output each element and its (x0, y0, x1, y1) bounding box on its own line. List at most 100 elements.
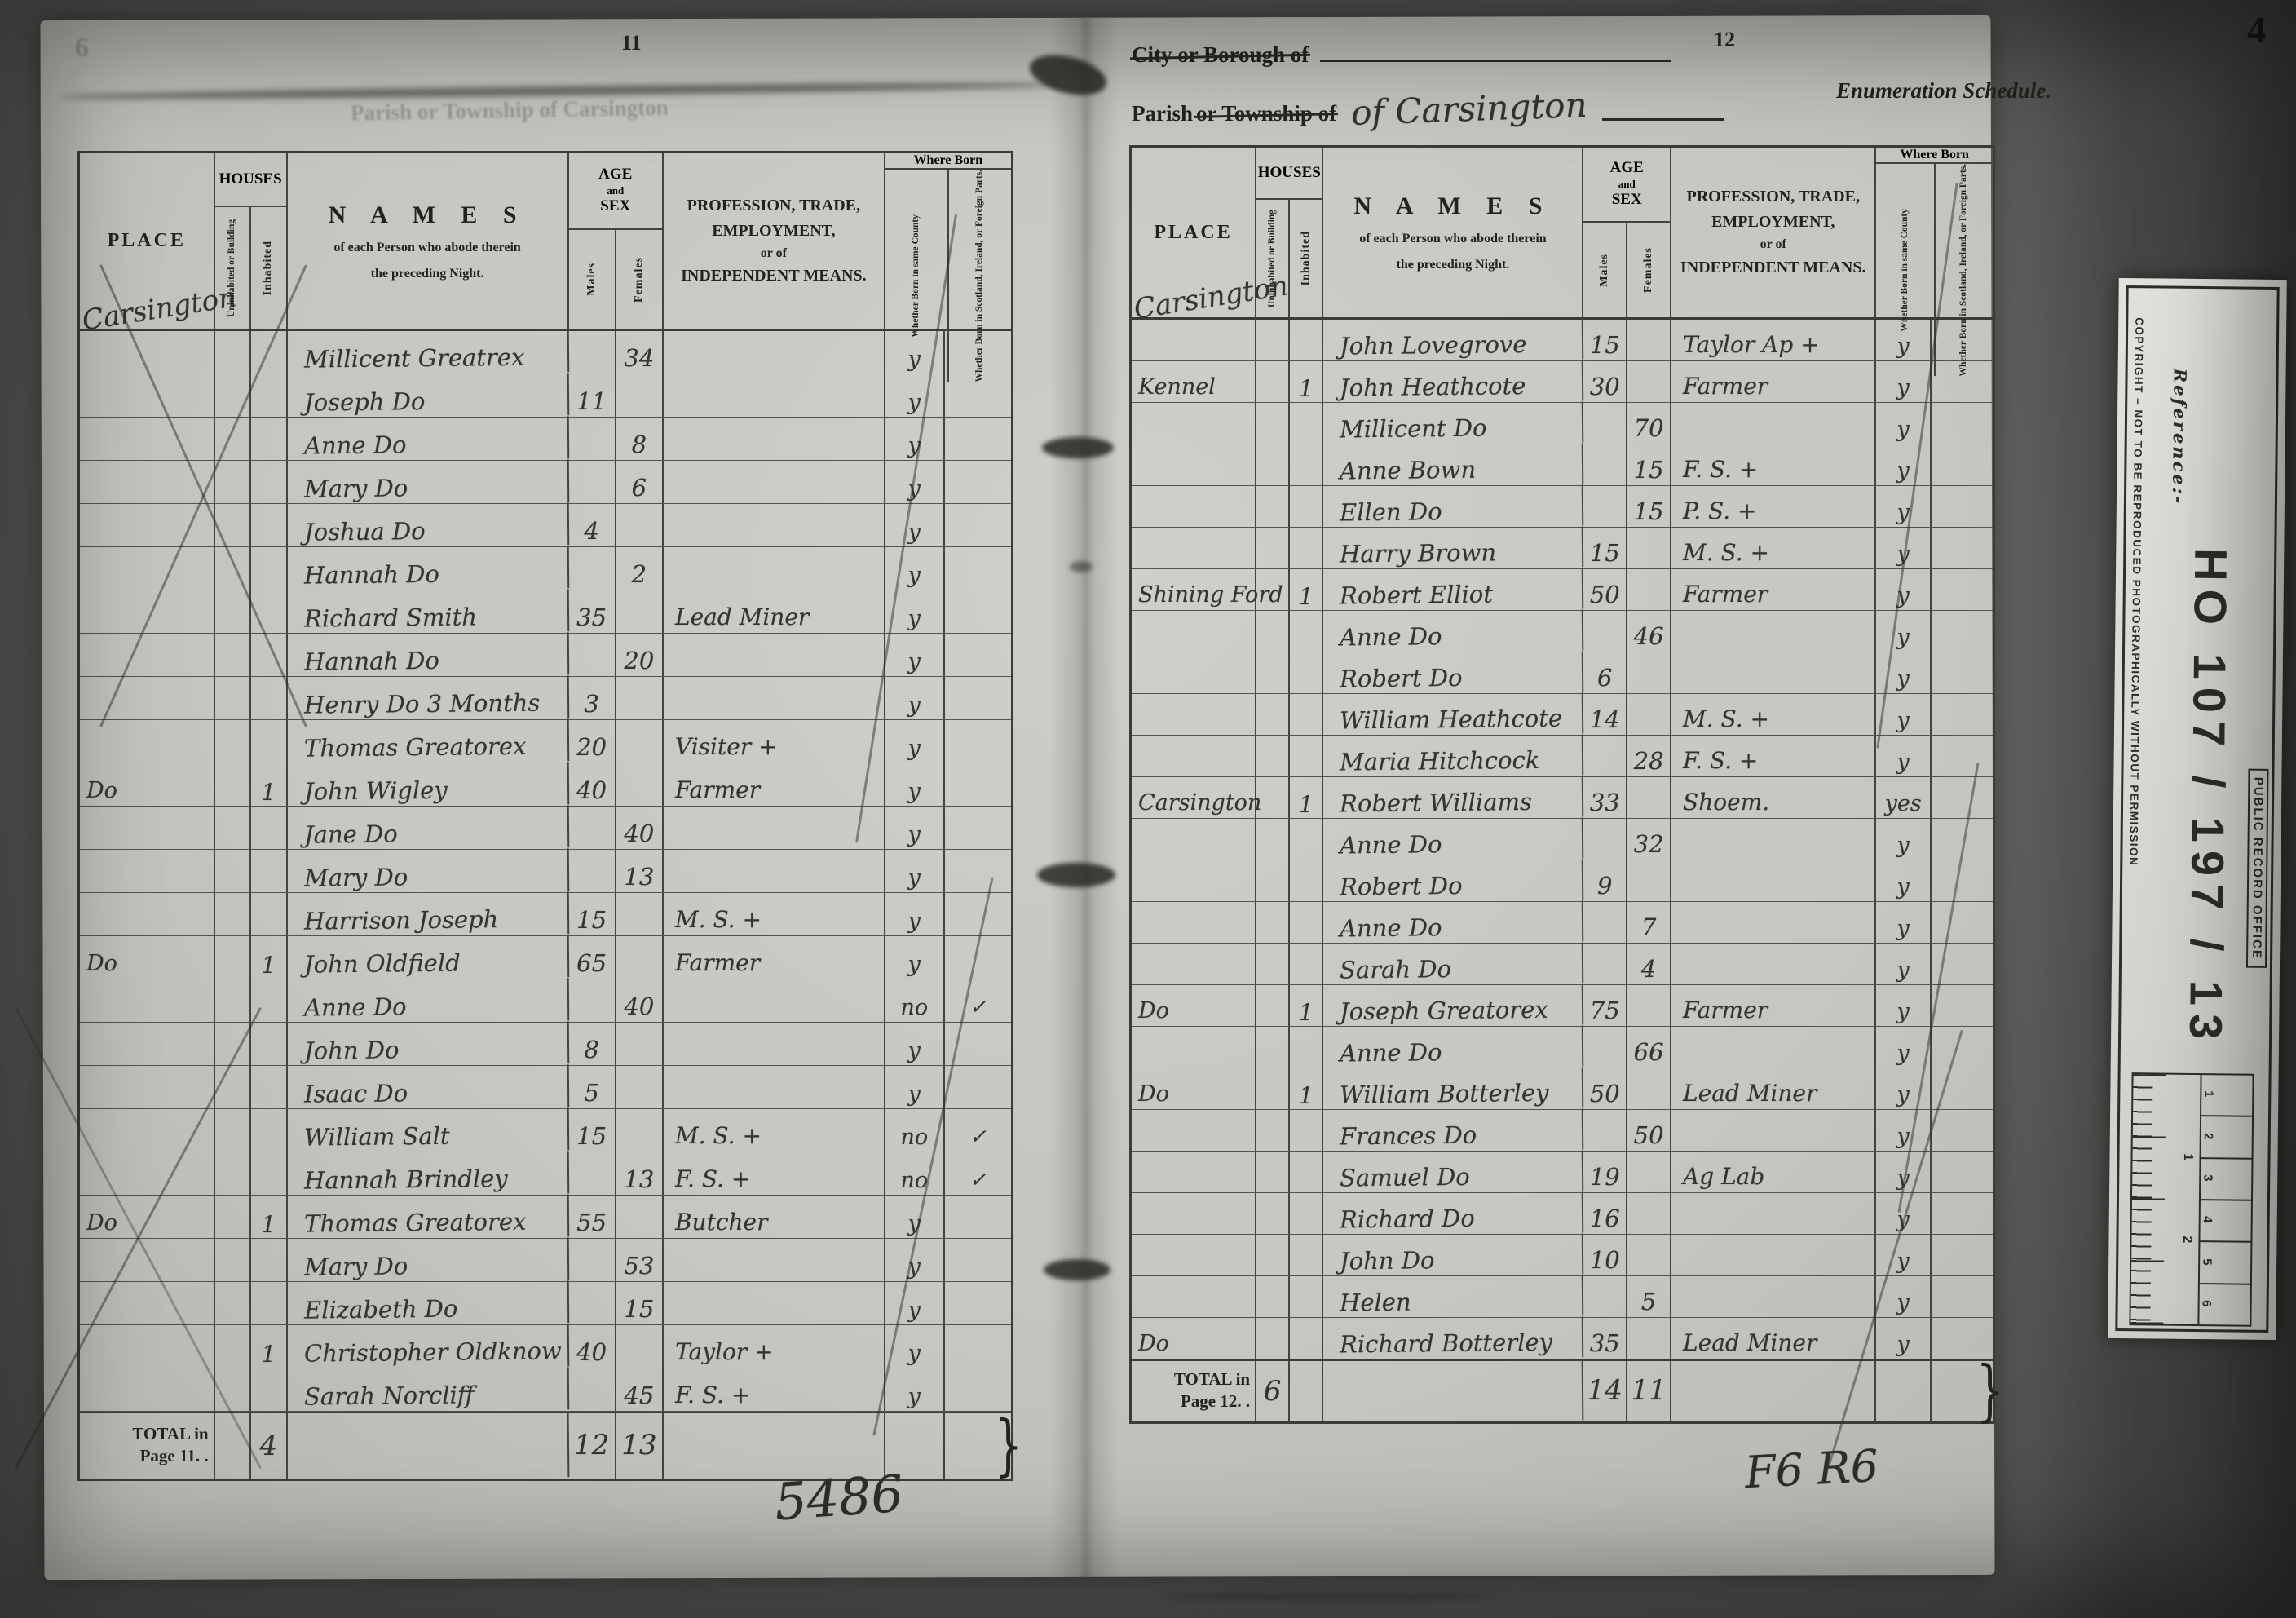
cell-m: 15 (1583, 528, 1628, 568)
cell-u (215, 634, 252, 676)
houses-label: HOUSES (1256, 148, 1322, 200)
cell-place (80, 547, 215, 590)
cell-m: 8 (569, 1023, 616, 1065)
total-females: 13 (616, 1413, 664, 1479)
prof-line4: INDEPENDENT MEANS. (681, 267, 867, 285)
cell-f (1627, 652, 1672, 693)
cell-place (1132, 1152, 1257, 1192)
cell-f (616, 763, 664, 806)
corner-mark: 6 (75, 33, 89, 63)
cell-u (1256, 1193, 1291, 1234)
cell-m (1583, 736, 1628, 776)
cell-m: 50 (1583, 569, 1628, 610)
names-title: N A M E S (328, 201, 527, 228)
cell-f: 45 (616, 1368, 664, 1411)
table-row: William Salt 15 M. S. + no ✓ (80, 1107, 1011, 1153)
cell-b1: y (1876, 569, 1932, 610)
cell-f (1627, 777, 1672, 818)
cell-prof: F. S. + (664, 1368, 885, 1411)
cell-b2: ✓ (969, 995, 987, 1019)
cell-name: Helen (1323, 1275, 1584, 1319)
cell-f (1627, 569, 1672, 610)
names-sub2: the preceding Night. (370, 266, 484, 281)
cell-prof (1671, 403, 1877, 444)
table-row: Do 1 William Botterley 50 Lead Miner y (1132, 1067, 1993, 1111)
cell-f (1627, 1318, 1672, 1359)
cell-prof: F. S. + (1671, 736, 1877, 776)
cell-u (1256, 486, 1291, 527)
cell-name: Hannah Do (287, 632, 569, 678)
cell-b1: y (885, 893, 945, 935)
cell-place (1132, 1027, 1257, 1068)
cell-i (1290, 1193, 1324, 1234)
cell-prof: F. S. + (664, 1152, 885, 1195)
cell-m (1583, 1110, 1628, 1151)
city-borough-label: City or Borough of (1132, 42, 1309, 67)
table-row: John Lovegrove 15 Taylor Ap + y (1132, 318, 1993, 362)
table-row: Frances Do 50 y (1132, 1108, 1993, 1152)
table-row: Ellen Do 15 P. S. + y (1132, 484, 1993, 528)
cell-b2 (1932, 528, 1993, 568)
table-row: Isaac Do 5 y (80, 1064, 1011, 1110)
females-label: Females (1642, 247, 1655, 293)
cell-b1: y (1876, 1027, 1932, 1068)
cell-prof: Lead Miner (1671, 1318, 1877, 1359)
cell-b1: y (1876, 694, 1932, 735)
ruler-label: 1 (2201, 1075, 2253, 1118)
cell-prof: Farmer (1671, 985, 1877, 1026)
cell-f (616, 1066, 664, 1108)
cell-place (80, 1109, 215, 1152)
cell-place (80, 807, 215, 849)
cell-m: 16 (1583, 1193, 1628, 1234)
total-males: 14 (1583, 1361, 1628, 1421)
cell-place (1132, 736, 1257, 776)
cell-name: Harrison Joseph (287, 891, 569, 937)
cell-u (215, 1066, 252, 1108)
place-label: PLACE (107, 230, 186, 251)
cell-u (1256, 1110, 1291, 1151)
cell-place (1132, 444, 1257, 485)
table-row: Mary Do 6 y (80, 459, 1011, 505)
cell-name: Anne Do (1323, 609, 1584, 653)
table-row: Millicent Do 70 y (1132, 401, 1993, 445)
cell-m: 11 (569, 374, 616, 417)
cell-b2 (945, 331, 1011, 374)
cell-i (251, 807, 288, 849)
cell-name: Sarah Do (1323, 942, 1584, 986)
cell-prof: Farmer (664, 763, 885, 806)
cell-b2 (945, 461, 1011, 503)
cell-u (215, 850, 252, 892)
cell-i (1290, 320, 1324, 360)
cell-u (215, 677, 252, 719)
cell-name: Anne Do (287, 978, 569, 1023)
cell-b1: y (885, 677, 945, 719)
cell-b2 (1932, 860, 1993, 901)
cell-prof (1671, 1193, 1877, 1234)
cell-i: 1 (1290, 985, 1324, 1026)
cell-place (80, 720, 215, 763)
table-row: Robert Do 6 y (1132, 651, 1993, 695)
cell-name: Thomas Greatorex (287, 718, 569, 764)
cell-i (1290, 611, 1324, 652)
cell-prof: Farmer (664, 936, 885, 979)
cell-u (1256, 361, 1291, 402)
cell-f: 28 (1627, 736, 1672, 776)
table-row: Hannah Do 20 y (80, 632, 1011, 678)
cell-f (616, 1109, 664, 1152)
ink-blob (1044, 1259, 1110, 1280)
cell-i: 1 (251, 763, 288, 806)
cell-u (215, 1368, 252, 1411)
cell-prof (664, 1282, 885, 1324)
cell-prof: Lead Miner (664, 590, 885, 633)
cell-m: 20 (569, 720, 616, 763)
cell-name: Isaac Do (287, 1064, 569, 1110)
cell-u (1256, 694, 1291, 735)
cell-name: John Do (1323, 1233, 1584, 1277)
cell-prof: Farmer (1671, 569, 1877, 610)
cell-b2 (945, 374, 1011, 417)
cell-f (1627, 361, 1672, 402)
age-label: AGE (1609, 159, 1644, 177)
cell-b1: y (1876, 444, 1932, 485)
ruler-label: 1 (2181, 1153, 2196, 1161)
cell-m: 65 (569, 936, 616, 979)
